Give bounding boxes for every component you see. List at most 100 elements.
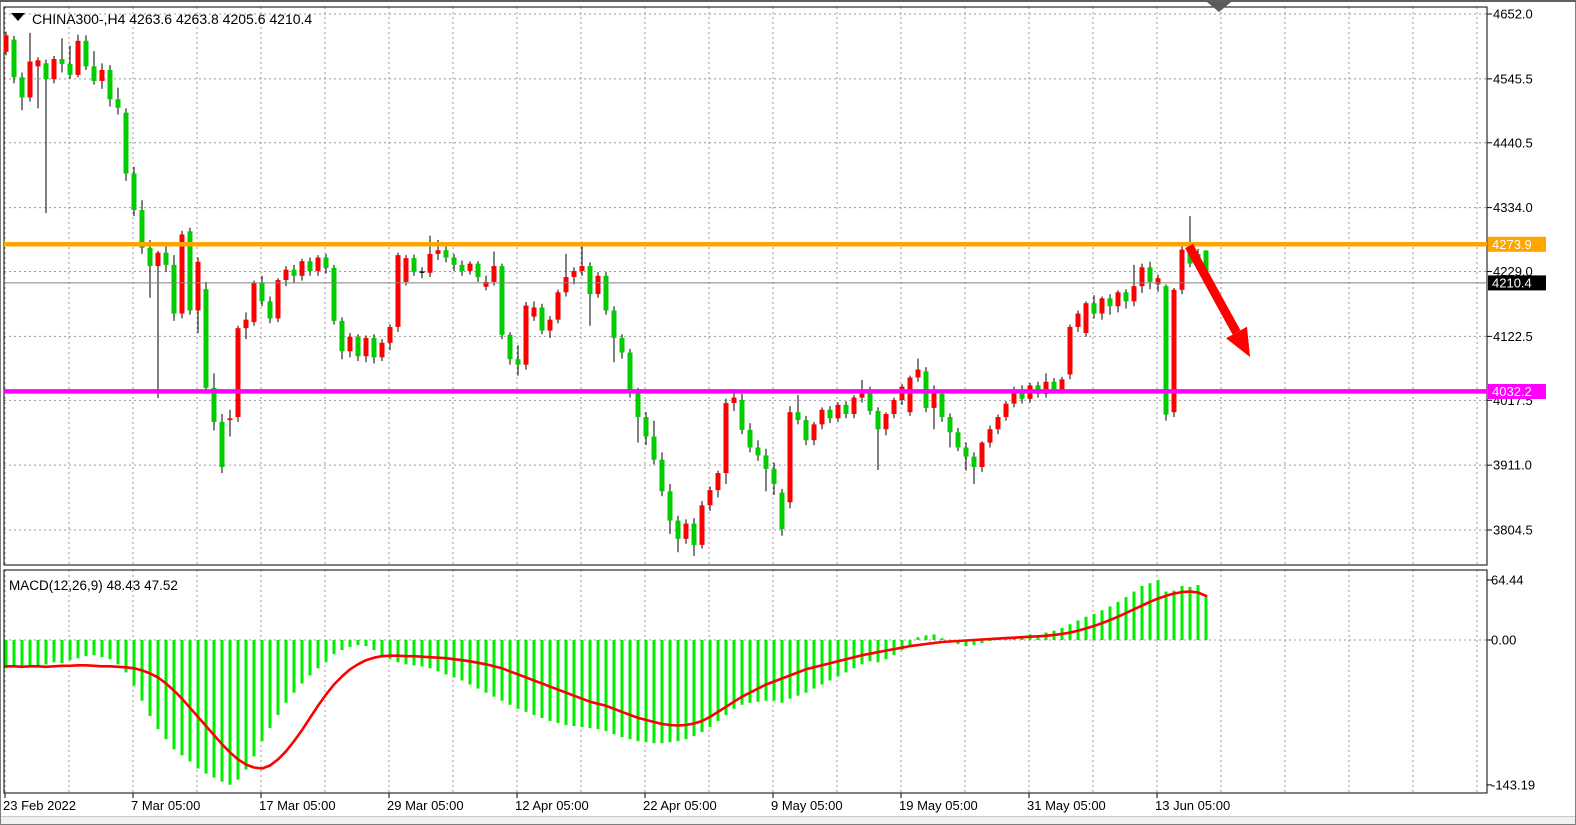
macd-histogram-bar — [708, 640, 712, 728]
macd-histogram-bar — [836, 640, 840, 677]
macd-histogram-bar — [244, 640, 248, 770]
trend-arrow-head — [1226, 326, 1250, 357]
date-tick-label: 9 May 05:00 — [771, 798, 843, 813]
candle-bullish — [995, 417, 1001, 430]
candle-bullish — [3, 35, 9, 52]
candle-bullish — [715, 473, 721, 491]
candle-bearish — [755, 447, 761, 456]
macd-histogram-bar — [1116, 601, 1120, 640]
candle-bullish — [883, 414, 889, 430]
candle-bullish — [683, 523, 689, 539]
candle-bearish — [147, 247, 153, 267]
candle-bearish — [1091, 303, 1097, 314]
symbol-dropdown-icon[interactable] — [11, 13, 25, 21]
macd-histogram-bar — [628, 640, 632, 740]
candle-bullish — [707, 490, 713, 506]
candle-bearish — [763, 455, 769, 469]
macd-histogram-bar — [780, 640, 784, 703]
macd-signal-line — [4, 590, 1208, 770]
date-tick-label: 12 Apr 05:00 — [515, 798, 589, 813]
macd-histogram-bar — [396, 640, 400, 663]
candle-bullish — [251, 283, 257, 323]
candle-bullish — [723, 403, 729, 474]
macd-histogram-bar — [260, 640, 264, 742]
candle-bearish — [587, 266, 593, 295]
candle-bullish — [891, 400, 897, 415]
macd-label: MACD(12,26,9) 48.43 47.52 — [9, 578, 178, 593]
candle-bullish — [819, 409, 825, 425]
current-price-tag-label: 4210.4 — [1492, 275, 1532, 290]
macd-histogram-bar — [932, 634, 936, 640]
macd-histogram-bar — [1188, 586, 1192, 640]
macd-histogram-bar — [676, 640, 680, 742]
macd-histogram-bar — [1164, 591, 1168, 640]
candle-bearish — [747, 429, 753, 448]
candle-bullish — [1059, 379, 1065, 390]
macd-histogram-bar — [156, 640, 160, 730]
macd-histogram-bar — [1180, 586, 1184, 640]
macd-histogram-bar — [692, 640, 696, 737]
macd-histogram-bar — [1204, 594, 1208, 640]
candle-bearish — [187, 231, 193, 311]
candle-bullish — [1131, 286, 1137, 302]
candle-bullish — [491, 266, 497, 282]
macd-histogram-bar — [388, 640, 392, 660]
macd-histogram-bar — [100, 640, 104, 658]
date-tick-label: 31 May 05:00 — [1027, 798, 1106, 813]
macd-histogram-bar — [76, 640, 80, 659]
candle-bearish — [219, 421, 225, 467]
macd-histogram-bar — [636, 640, 640, 742]
resistance-price-tag: 4273.9 — [1488, 236, 1546, 252]
candle-bearish — [131, 173, 137, 211]
candle-bearish — [459, 264, 465, 271]
candle-bearish — [643, 417, 649, 437]
candle-bullish — [579, 266, 585, 271]
macd-histogram-bar — [412, 640, 416, 666]
macd-histogram-bar — [892, 640, 896, 656]
candle-bearish — [1123, 292, 1129, 302]
candle-bullish — [915, 369, 921, 378]
macd-histogram-bar — [1196, 585, 1200, 640]
macd-histogram-bar — [228, 640, 232, 785]
candle-bullish — [595, 275, 601, 295]
candle-bullish — [283, 269, 289, 281]
candle-bullish — [227, 418, 233, 421]
macd-histogram-bar — [764, 640, 768, 701]
axis-labels-layer[interactable]: 4652.04545.54440.54334.04229.04122.54017… — [3, 7, 1535, 814]
macd-histogram-bar — [12, 640, 16, 668]
macd-histogram-bar — [332, 640, 336, 655]
trend-arrow-annotation[interactable] — [1185, 243, 1250, 357]
candle-bullish — [931, 391, 937, 408]
macd-histogram-bar — [204, 640, 208, 774]
candle-bearish — [507, 334, 513, 360]
macd-histogram-bar — [60, 640, 64, 664]
candle-bearish — [635, 392, 641, 418]
macd-histogram-bar — [1036, 635, 1040, 640]
macd-histogram-bar — [716, 640, 720, 721]
candle-bearish — [659, 459, 665, 492]
candle-bearish — [875, 410, 881, 430]
macd-histogram-bar — [532, 640, 536, 715]
candle-bullish — [1139, 267, 1145, 287]
macd-histogram-bar — [356, 640, 360, 646]
candle-bullish — [315, 257, 321, 271]
macd-histogram-bar — [252, 640, 256, 757]
candle-bullish — [363, 337, 369, 357]
candle-bullish — [1155, 278, 1161, 285]
candle-bullish — [1075, 313, 1081, 327]
macd-histogram-bar — [828, 640, 832, 681]
macd-histogram-bar — [292, 640, 296, 693]
candle-bearish — [163, 252, 169, 265]
candle-bullish — [1003, 403, 1009, 418]
candle-bullish — [1043, 381, 1049, 394]
macd-histogram-bar — [380, 640, 384, 656]
candle-bearish — [843, 404, 849, 415]
macd-histogram-bar — [1140, 586, 1144, 640]
candle-bearish — [827, 409, 833, 419]
date-tick-label: 29 Mar 05:00 — [387, 798, 464, 813]
macd-histogram-bar — [748, 640, 752, 703]
macd-histogram-bar — [612, 640, 616, 735]
candle-bearish — [803, 420, 809, 441]
candle-bearish — [675, 520, 681, 539]
